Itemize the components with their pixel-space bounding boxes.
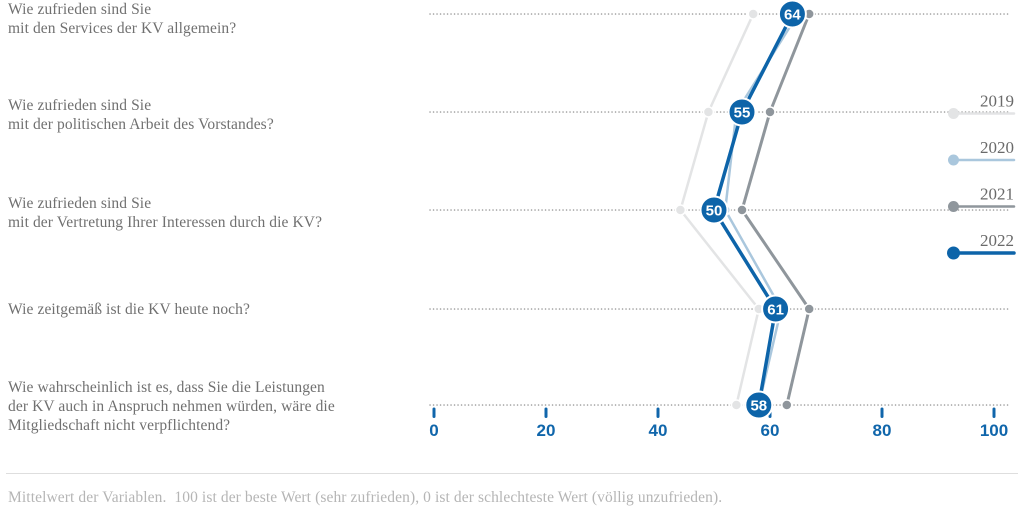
axis-tick-label: 100 [980,421,1008,440]
question-label-vorstand: Wie zufrieden sind Sie mit der politisch… [8,96,274,134]
question-line: mit der politischen Arbeit des Vorstande… [8,116,274,133]
question-line: der KV auch in Anspruch nehmen würden, w… [8,398,335,415]
legend-label-2022: 2022 [980,231,1014,250]
legend-dot-2019 [948,108,959,119]
marker-2022-row1 [727,97,757,127]
question-line: mit der Vertretung Ihrer Interessen durc… [8,214,323,231]
axis-tick-label: 60 [761,421,780,440]
question-label-interessen: Wie zufrieden sind Sie mit der Vertretun… [8,194,322,232]
axis-tick-mark [992,407,996,418]
axis-tick-label: 20 [537,421,556,440]
axis-tick-mark [880,407,884,418]
marker-2019-row0 [747,8,759,20]
axis-tick-mark [656,407,660,418]
marker-2021-row3 [803,303,815,315]
question-line: Wie zufrieden sind Sie [8,1,152,18]
legend-label-2020: 2020 [980,138,1014,157]
marker-2022-row2 [699,195,729,225]
marker-2021-row1 [764,106,776,118]
question-line: mit den Services der KV allgemein? [8,20,237,37]
marker-value-label-2022-row4: 58 [750,398,767,415]
legend-dot-2021 [948,201,959,212]
marker-2019-row4 [730,399,743,411]
question-label-services: Wie zufrieden sind Sie mit den Services … [8,0,236,38]
marker-value-label-2022-row2: 50 [706,203,723,220]
legend-dot-2020 [948,154,959,166]
question-label-leistungen: Wie wahrscheinlich ist es, dass Sie die … [8,378,335,435]
marker-2019-row1 [702,106,715,118]
axis-tick-mark [432,407,436,418]
question-line: Wie zeitgemäß ist die KV heute noch? [8,301,250,318]
question-label-zeitgemaess: Wie zeitgemäß ist die KV heute noch? [8,300,250,319]
marker-value-label-2022-row0: 64 [784,7,801,24]
marker-2021-row4 [781,399,793,411]
marker-2022-row4 [744,390,774,420]
question-line: Mitgliedschaft nicht verpflichtend? [8,417,231,434]
axis-tick-mark [544,407,548,418]
marker-2021-row2 [736,204,748,216]
question-line: Wie zufrieden sind Sie [8,97,152,114]
axis-tick-label: 80 [873,421,892,440]
marker-2022-row3 [761,294,791,324]
marker-value-label-2022-row1: 55 [734,105,751,122]
chart-footnote: Mittelwert der Variablen. 100 ist der be… [8,489,723,506]
axis-tick-label: 40 [649,421,668,440]
marker-value-label-2022-row3: 61 [767,302,784,319]
legend-label-2019: 2019 [980,92,1014,111]
marker-2019-row2 [674,204,687,216]
question-line: Wie zufrieden sind Sie [8,195,152,212]
legend-dot-2022 [947,246,960,260]
marker-2022-row0 [777,0,807,29]
axis-tick-label: 0 [429,421,438,440]
legend-label-2021: 2021 [980,185,1014,204]
footer-divider [6,473,1018,474]
question-line: Wie wahrscheinlich ist es, dass Sie die … [8,379,325,396]
